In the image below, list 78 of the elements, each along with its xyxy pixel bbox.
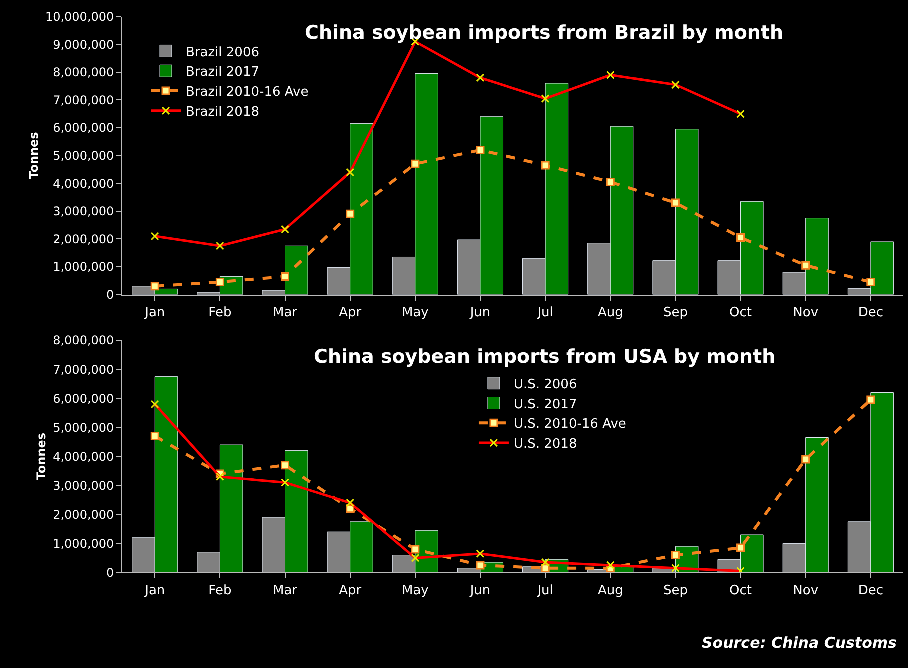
y-tick-label: 1,000,000 — [53, 536, 114, 551]
x-tick-label: Feb — [208, 305, 232, 320]
point — [736, 234, 746, 242]
point — [606, 178, 615, 186]
x-tick-label: Jun — [469, 305, 491, 320]
y-tick-label: 7,000,000 — [53, 93, 114, 108]
point — [346, 210, 355, 218]
x-tick-label: Nov — [793, 305, 819, 320]
x-tick-label: Jan — [144, 583, 166, 598]
x-tick-label: May — [402, 583, 430, 598]
point — [476, 561, 485, 570]
legend-label: Brazil 2006 — [186, 45, 260, 60]
y-tick-label: 6,000,000 — [53, 392, 114, 406]
y-tick-label: 0 — [106, 288, 114, 302]
y-tick-label: 2,000,000 — [53, 508, 114, 522]
legend-label: U.S. 2018 — [514, 437, 578, 452]
y-tick-label: 5,000,000 — [53, 420, 114, 435]
y-tick-label: 6,000,000 — [53, 121, 114, 136]
source-note: Source: China Customs — [702, 634, 898, 652]
x-tick-label: Dec — [858, 583, 884, 598]
point — [281, 272, 290, 281]
point — [541, 161, 550, 170]
x-tick-label: Oct — [730, 583, 752, 598]
y-tick-label: 3,000,000 — [53, 478, 114, 493]
y-tick-label: 8,000,000 — [53, 334, 114, 348]
x-tick-label: Jul — [536, 583, 554, 598]
legend-label: U.S. 2010-16 Ave — [514, 417, 626, 432]
y-tick-label: 9,000,000 — [53, 38, 114, 52]
point — [802, 261, 810, 270]
point — [150, 282, 160, 291]
y-tick-label: 3,000,000 — [53, 204, 114, 219]
chart-title: China soybean imports from Brazil by month — [305, 22, 784, 44]
point — [281, 461, 290, 470]
x-tick-label: Oct — [730, 305, 752, 320]
x-tick-label: Nov — [793, 583, 819, 598]
point — [866, 396, 876, 404]
x-tick-label: Jun — [469, 583, 491, 598]
point — [802, 455, 810, 464]
y-tick-label: 0 — [106, 566, 114, 580]
legend-label: Brazil 2017 — [186, 65, 260, 80]
point — [866, 278, 876, 286]
point — [671, 551, 680, 560]
y-tick-label: 7,000,000 — [53, 362, 114, 377]
x-tick-label: Jul — [536, 305, 554, 320]
point — [476, 146, 485, 154]
point — [736, 544, 746, 552]
y-tick-label: 10,000,000 — [45, 10, 114, 24]
x-tick-label: Apr — [339, 583, 362, 598]
legend-label: Brazil 2010-16 Ave — [186, 85, 309, 100]
x-tick-label: May — [402, 305, 430, 320]
point — [411, 160, 420, 168]
point — [150, 432, 160, 441]
legend-label: Brazil 2018 — [186, 104, 260, 120]
y-axis-title: Tonnes — [34, 433, 48, 480]
x-tick-label: Jan — [144, 305, 166, 320]
point — [216, 278, 224, 286]
x-tick-label: Sep — [663, 583, 688, 598]
x-tick-label: Mar — [272, 583, 298, 598]
x-tick-label: Mar — [272, 305, 298, 320]
x-tick-label: Apr — [339, 305, 362, 320]
point — [411, 545, 420, 554]
y-tick-label: 5,000,000 — [53, 148, 114, 163]
y-tick-label: 8,000,000 — [53, 66, 114, 80]
x-tick-label: Feb — [208, 583, 232, 598]
legend-label: U.S. 2006 — [514, 377, 578, 392]
point — [541, 564, 550, 573]
y-tick-label: 2,000,000 — [53, 232, 114, 246]
y-axis-title: Tonnes — [26, 132, 41, 180]
x-tick-label: Aug — [598, 305, 624, 320]
y-tick-label: 4,000,000 — [53, 176, 114, 191]
x-tick-label: Dec — [858, 305, 884, 320]
x-tick-label: Sep — [663, 305, 688, 320]
y-tick-label: 4,000,000 — [53, 450, 114, 464]
y-tick-label: 1,000,000 — [53, 260, 114, 274]
chart-title: China soybean imports from USA by month — [314, 346, 776, 368]
point — [671, 198, 680, 208]
x-tick-label: Aug — [598, 583, 624, 598]
legend-label: U.S. 2017 — [514, 397, 578, 412]
